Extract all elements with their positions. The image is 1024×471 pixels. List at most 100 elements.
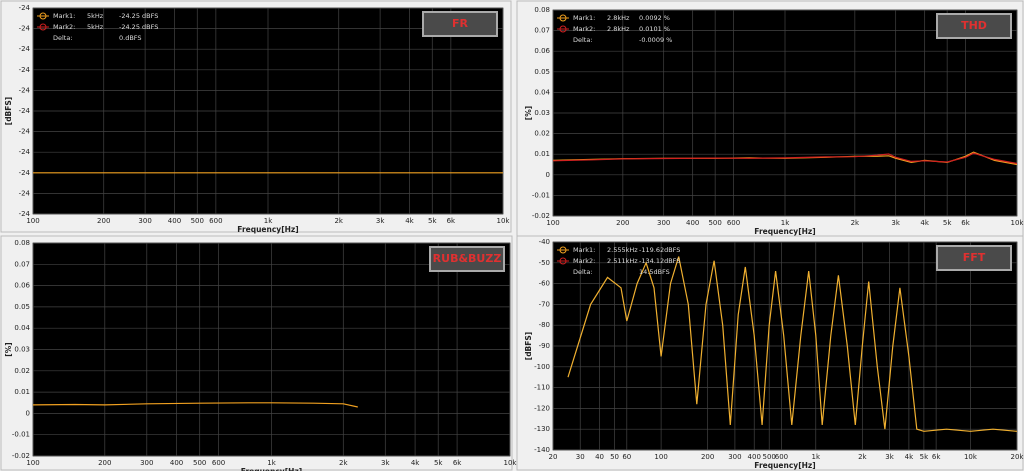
y-tick-label: 0.04 [534,88,550,96]
legend-name: Mark2: [573,25,595,33]
legend-name: Delta: [573,36,593,44]
x-tick-label: 100 [26,217,39,225]
y-tick-label: -24 [19,45,31,53]
y-axis-label: [dBFS] [4,97,13,125]
x-tick-label: 600 [212,459,225,467]
y-tick-label: -24 [19,128,31,136]
legend-symbol [39,12,47,20]
x-tick-label: 10k [1011,219,1024,227]
x-tick-label: 6k [447,217,456,225]
legend-symbol [559,246,567,254]
badge-frame [936,245,1012,271]
y-tick-label: 0.06 [534,47,550,55]
x-tick-label: 2k [334,217,343,225]
x-tick-label: 20 [549,453,558,461]
x-tick-label: 3k [891,219,900,227]
chart-title: FFT [963,251,986,264]
y-axis-label: [%] [4,342,13,356]
x-tick-label: 20k [1011,453,1024,461]
x-tick-label: 4k [920,219,929,227]
x-tick-label: 5k [943,219,952,227]
x-axis-label: Frequency[Hz] [754,461,815,470]
x-tick-label: 100 [546,219,559,227]
legend-freq: 2.511kHz [607,257,638,265]
y-tick-label: -50 [539,259,550,267]
y-tick-label: -24 [19,189,31,197]
y-tick-label: -70 [539,300,550,308]
x-axis-label: Frequency[Hz] [754,227,815,236]
x-tick-label: 2k [858,453,867,461]
legend-level: 0.0101 % [639,25,670,33]
x-tick-label: 10k [504,459,518,467]
y-tick-label: 0.04 [14,324,30,332]
y-tick-label: -0.01 [532,191,550,199]
x-tick-label: 400 [686,219,699,227]
x-tick-label: 300 [728,453,741,461]
y-tick-label: 0 [546,171,550,179]
x-tick-label: 300 [138,217,151,225]
x-tick-label: 1k [781,219,790,227]
x-tick-label: 2k [851,219,860,227]
x-tick-label: 400 [168,217,181,225]
y-tick-label: -24 [19,25,31,33]
y-tick-label: -90 [539,342,550,350]
x-tick-label: 400 [170,459,183,467]
y-tick-label: -110 [534,384,550,392]
legend-level: -134.12dBFS [639,257,680,265]
y-tick-label: 0.07 [14,260,30,268]
y-tick-label: -40 [539,238,550,246]
legend-symbol [559,25,567,33]
y-axis-label: [%] [524,106,533,120]
y-tick-label: -0.02 [532,212,550,220]
x-axis-label: Frequency[Hz] [241,467,302,471]
legend-name: Mark2: [573,257,595,265]
x-tick-label: 6k [961,219,970,227]
y-tick-label: -24 [19,4,31,12]
y-tick-label: -140 [534,446,550,454]
legend-level: -24.25 dBFS [119,12,158,20]
y-tick-label: 0 [26,409,30,417]
x-tick-label: 5k [434,459,443,467]
legend-level: -0.0009 % [639,36,672,44]
legend-level: 14.5dBFS [639,268,670,276]
x-tick-label: 4k [411,459,420,467]
x-tick-label: 60 [622,453,631,461]
y-tick-label: 0.03 [14,346,30,354]
y-tick-label: -0.01 [12,431,30,439]
x-tick-label: 3k [381,459,390,467]
x-tick-label: 50 [610,453,619,461]
data-line [33,402,358,408]
x-tick-label: 6k [453,459,462,467]
legend-symbol [39,23,47,31]
legend-name: Mark1: [573,246,595,254]
y-tick-label: -60 [539,280,550,288]
legend-level: -24.25 dBFS [119,23,158,31]
x-tick-label: 600 [727,219,740,227]
legend-name: Delta: [573,268,593,276]
y-tick-label: -100 [534,363,550,371]
x-tick-label: 6k [932,453,941,461]
y-tick-label: 0.01 [14,388,30,396]
chart-title: FR [452,17,469,30]
legend-name: Mark1: [573,14,595,22]
legend-name: Mark2: [53,23,75,31]
x-tick-label: 5k [920,453,929,461]
y-tick-label: 0.07 [534,27,550,35]
y-axis-label: [dBFS] [524,332,533,360]
y-tick-label: -80 [539,321,550,329]
badge-frame [422,11,498,37]
y-tick-label: -24 [19,86,31,94]
x-tick-label: 500 [193,459,206,467]
x-axis-label: Frequency[Hz] [237,225,298,234]
y-tick-label: 0.05 [534,68,550,76]
x-tick-label: 1k [267,459,276,467]
legend-name: Delta: [53,34,73,42]
legend-freq: 2.555kHz [607,246,638,254]
x-tick-label: 600 [209,217,222,225]
legend-freq: 2.8kHz [607,14,630,22]
x-tick-label: 300 [140,459,153,467]
x-tick-label: 300 [657,219,670,227]
legend-freq: 5kHz [87,12,104,20]
y-tick-label: -24 [19,148,31,156]
